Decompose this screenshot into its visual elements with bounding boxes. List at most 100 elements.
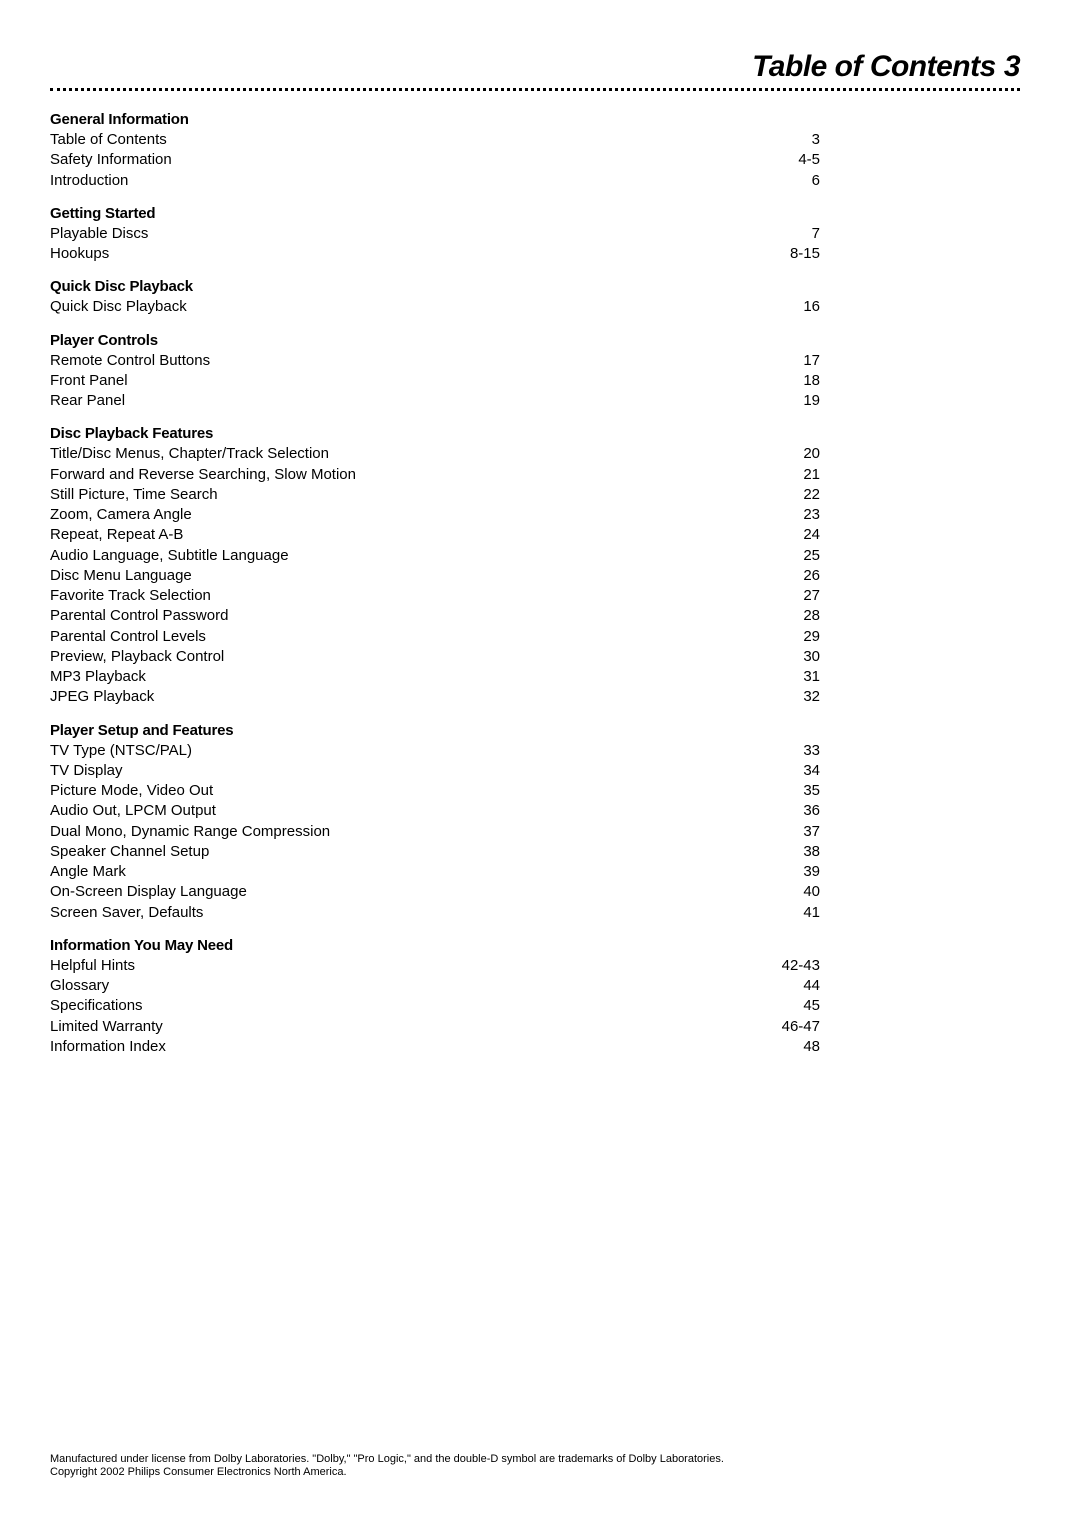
toc-section: Getting StartedPlayable Discs7Hookups8-1…: [50, 205, 820, 265]
toc-label: MP3 Playback: [50, 667, 146, 687]
toc-label: Speaker Channel Setup: [50, 842, 209, 862]
toc-row: Front Panel 18: [50, 371, 820, 391]
toc-row: Still Picture, Time Search 22: [50, 485, 820, 505]
toc-label: Favorite Track Selection: [50, 586, 211, 606]
toc-page: 36: [780, 801, 820, 821]
dotted-rule: [50, 88, 1020, 91]
section-heading: Quick Disc Playback: [50, 278, 820, 295]
toc-page: 42-43: [780, 956, 820, 976]
toc-row: Hookups8-15: [50, 244, 820, 264]
toc-page: 30: [780, 647, 820, 667]
toc-page: 48: [780, 1037, 820, 1057]
toc-label: Quick Disc Playback: [50, 297, 187, 317]
toc-row: Table of Contents3: [50, 130, 820, 150]
footer-line-1: Manufactured under license from Dolby La…: [50, 1453, 1020, 1467]
toc-page: 46-47: [780, 1017, 820, 1037]
toc-section: Player ControlsRemote Control Buttons17F…: [50, 332, 820, 412]
toc-page: 6: [780, 171, 820, 191]
toc-page: 26: [780, 566, 820, 586]
toc-row: Parental Control Levels 29: [50, 627, 820, 647]
toc-label: Introduction: [50, 171, 128, 191]
toc-row: Audio Language, Subtitle Language 25: [50, 546, 820, 566]
page-number: 3: [1004, 50, 1020, 83]
toc-section: Quick Disc Playback Quick Disc Playback 16: [50, 278, 820, 317]
toc-row: Rear Panel 19: [50, 391, 820, 411]
toc-section: Information You May Need Helpful Hints42-…: [50, 937, 820, 1057]
toc-page: 38: [780, 842, 820, 862]
toc-row: Picture Mode, Video Out 35: [50, 781, 820, 801]
toc-label: Audio Out, LPCM Output: [50, 801, 216, 821]
toc-label: Dual Mono, Dynamic Range Compression: [50, 822, 330, 842]
toc-label: Audio Language, Subtitle Language: [50, 546, 289, 566]
toc-row: Parental Control Password 28: [50, 606, 820, 626]
section-heading: Getting Started: [50, 205, 820, 222]
toc-page: 29: [780, 627, 820, 647]
toc-label: Limited Warranty: [50, 1017, 163, 1037]
toc-label: Forward and Reverse Searching, Slow Moti…: [50, 465, 356, 485]
section-heading: Player Controls: [50, 332, 820, 349]
toc-row: Helpful Hints42-43: [50, 956, 820, 976]
toc-label: JPEG Playback: [50, 687, 154, 707]
toc-row: TV Display 34: [50, 761, 820, 781]
toc-row: MP3 Playback 31: [50, 667, 820, 687]
toc-label: TV Display: [50, 761, 123, 781]
toc-page: 16: [780, 297, 820, 317]
toc-row: Audio Out, LPCM Output 36: [50, 801, 820, 821]
toc-label: Front Panel: [50, 371, 128, 391]
toc-row: Glossary44: [50, 976, 820, 996]
toc-label: Glossary: [50, 976, 109, 996]
toc-page: 41: [780, 903, 820, 923]
toc-row: Remote Control Buttons 17: [50, 351, 820, 371]
footer-line-2: Copyright 2002 Philips Consumer Electron…: [50, 1466, 1020, 1480]
toc-label: Repeat, Repeat A-B: [50, 525, 183, 545]
toc-row: On-Screen Display Language 40: [50, 882, 820, 902]
toc-row: Disc Menu Language26: [50, 566, 820, 586]
toc-label: Screen Saver, Defaults: [50, 903, 203, 923]
toc-page: 18: [780, 371, 820, 391]
toc-label: Remote Control Buttons: [50, 351, 210, 371]
toc-page: 34: [780, 761, 820, 781]
toc-section: Player Setup and FeaturesTV Type (NTSC/P…: [50, 722, 820, 923]
toc-label: Zoom, Camera Angle: [50, 505, 192, 525]
toc-page: 23: [780, 505, 820, 525]
toc-label: Parental Control Password: [50, 606, 228, 626]
toc-row: Repeat, Repeat A-B 24: [50, 525, 820, 545]
toc-label: Safety Information: [50, 150, 172, 170]
footer: Manufactured under license from Dolby La…: [50, 1453, 1020, 1481]
toc-label: Rear Panel: [50, 391, 125, 411]
toc-page: 32: [780, 687, 820, 707]
toc-label: On-Screen Display Language: [50, 882, 247, 902]
toc-page: 25: [780, 546, 820, 566]
toc-page: 19: [780, 391, 820, 411]
toc-label: Hookups: [50, 244, 109, 264]
toc-page: 37: [780, 822, 820, 842]
toc-label: TV Type (NTSC/PAL): [50, 741, 192, 761]
toc-page: 33: [780, 741, 820, 761]
toc-page: 35: [780, 781, 820, 801]
toc-label: Picture Mode, Video Out: [50, 781, 213, 801]
section-heading: General Information: [50, 111, 820, 128]
toc-label: Specifications: [50, 996, 143, 1016]
toc-row: Specifications45: [50, 996, 820, 1016]
toc-label: Parental Control Levels: [50, 627, 206, 647]
toc-page: 40: [780, 882, 820, 902]
toc-row: Limited Warranty 46-47: [50, 1017, 820, 1037]
page-title-text: Table of Contents: [752, 50, 996, 83]
toc-page: 22: [780, 485, 820, 505]
section-heading: Disc Playback Features: [50, 425, 820, 442]
toc-page: 24: [780, 525, 820, 545]
toc-row: TV Type (NTSC/PAL) 33: [50, 741, 820, 761]
toc-row: Introduction 6: [50, 171, 820, 191]
toc-row: Angle Mark39: [50, 862, 820, 882]
section-heading: Information You May Need: [50, 937, 820, 954]
toc-page: 31: [780, 667, 820, 687]
toc-row: Speaker Channel Setup 38: [50, 842, 820, 862]
toc-label: Preview, Playback Control: [50, 647, 224, 667]
toc-row: Title/Disc Menus, Chapter/Track Selectio…: [50, 444, 820, 464]
toc-page: 28: [780, 606, 820, 626]
toc-page: 4-5: [780, 150, 820, 170]
toc-label: Still Picture, Time Search: [50, 485, 218, 505]
toc-page: 17: [780, 351, 820, 371]
toc-page: 20: [780, 444, 820, 464]
toc-label: Title/Disc Menus, Chapter/Track Selectio…: [50, 444, 329, 464]
